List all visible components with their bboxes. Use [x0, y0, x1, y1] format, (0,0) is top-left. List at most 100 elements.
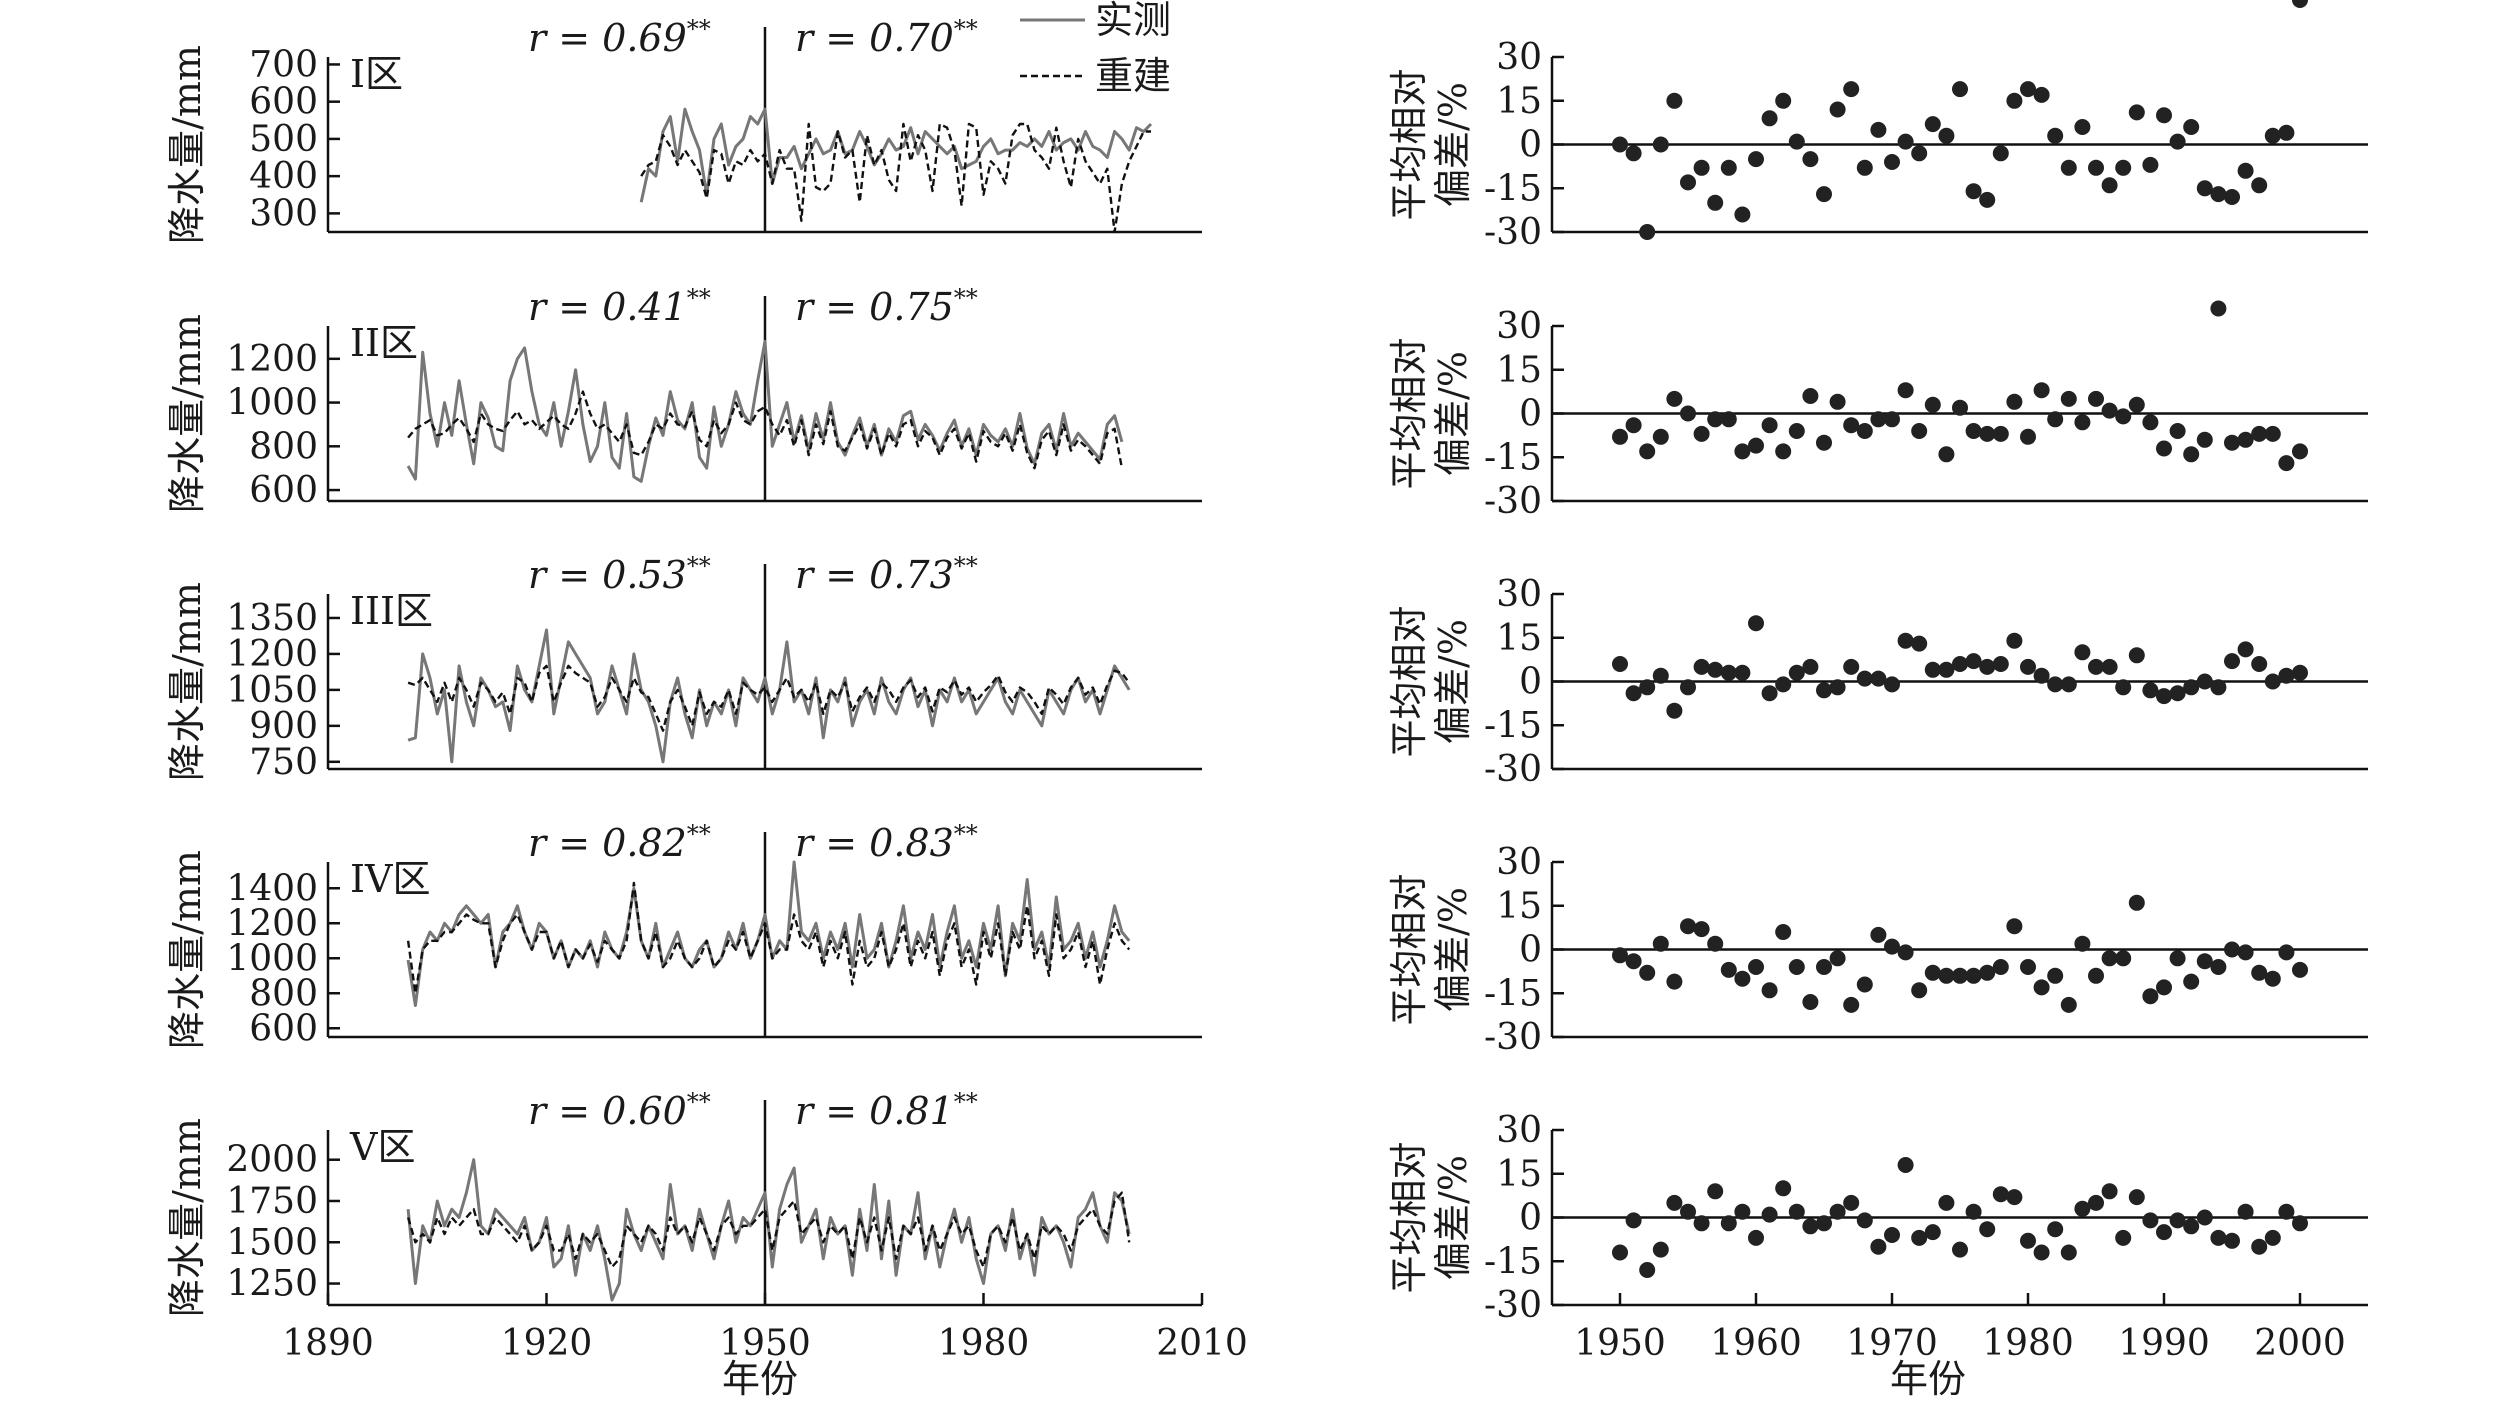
scatter-point — [1680, 405, 1696, 422]
line-panel-1-ytick-label: 500 — [249, 119, 318, 160]
scatter-point — [1924, 964, 1941, 981]
scatter-point — [2210, 300, 2227, 317]
scatter-point — [1802, 151, 1819, 168]
scatter-point — [1924, 1224, 1941, 1241]
scatter-point — [2224, 189, 2240, 205]
scatter-point — [2128, 1189, 2145, 1206]
scatter-panel-1-ylabel-line1: 平均相对 — [1387, 68, 1431, 220]
scatter-panel-5-ytick-label: 0 — [1519, 1198, 1542, 1239]
scatter-point — [2292, 443, 2308, 460]
scatter-point — [2292, 961, 2308, 978]
line-panel-5-xtick-label: 1980 — [938, 1323, 1030, 1364]
region-label: II区 — [350, 321, 418, 365]
scatter-point — [1761, 417, 1778, 434]
line-panel-5-ytick-label: 1750 — [226, 1181, 318, 1222]
scatter-point — [1652, 667, 1669, 684]
scatter-panel-5-xtick-label: 1960 — [1710, 1323, 1802, 1364]
scatter-panel-3-ylabel-line2: 偏差/% — [1431, 619, 1475, 744]
scatter-point — [1625, 145, 1642, 162]
scatter-point — [1707, 194, 1724, 211]
scatter-point — [1992, 656, 2009, 672]
scatter-point — [2142, 988, 2159, 1005]
scatter-point — [1870, 670, 1887, 687]
line-panel-5-xtick-label: 1950 — [719, 1323, 811, 1364]
scatter-point — [2020, 81, 2036, 98]
scatter-point — [1816, 682, 1832, 699]
scatter-point — [1680, 174, 1696, 191]
line-panel-3-ytick-label: 1050 — [226, 670, 318, 711]
scatter-panel-1-ytick-label: -30 — [1484, 212, 1542, 253]
scatter-point — [1979, 658, 1996, 675]
scatter-point — [2074, 119, 2091, 135]
scatter-panel-3-ytick-label: 15 — [1496, 618, 1542, 659]
scatter-point — [1666, 973, 1683, 990]
scatter-point — [2292, 1215, 2308, 1232]
scatter-panel-3-ytick-label: -30 — [1484, 749, 1542, 790]
scatter-point — [2156, 688, 2172, 705]
line-panel-4-ylabel: 降水量/mm — [165, 850, 209, 1049]
line-panel-3-ytick-label: 1200 — [226, 634, 318, 675]
scatter-point — [1952, 81, 1968, 98]
correlation-after-5: r = 0.81** — [795, 1088, 978, 1133]
correlation-before-2: r = 0.41** — [528, 284, 711, 329]
scatter-point — [2074, 644, 2091, 661]
scatter-point — [2169, 950, 2186, 967]
scatter-point — [2251, 656, 2268, 672]
scatter-point — [1884, 676, 1900, 693]
scatter-point — [1788, 133, 1805, 150]
scatter-point — [1639, 964, 1656, 981]
scatter-point — [1802, 1218, 1819, 1235]
scatter-point — [2210, 679, 2227, 696]
scatter-panel-3-ylabel-line1: 平均相对 — [1387, 605, 1431, 757]
scatter-point — [1884, 411, 1900, 428]
region-label: IV区 — [350, 857, 430, 901]
right-x-axis-label: 年份 — [1890, 1357, 1966, 1401]
scatter-panel-5-xtick-label: 1970 — [1846, 1323, 1938, 1364]
scatter-point — [2210, 186, 2227, 203]
correlation-after-3: r = 0.73** — [795, 552, 978, 597]
correlation-before-5: r = 0.60** — [528, 1088, 711, 1133]
scatter-point — [2156, 979, 2172, 996]
scatter-point — [2156, 1224, 2172, 1241]
scatter-point — [2006, 918, 2023, 935]
scatter-point — [1952, 967, 1968, 984]
scatter-point — [1992, 145, 2009, 162]
scatter-point — [1775, 92, 1792, 109]
scatter-point — [1965, 1203, 1982, 1220]
scatter-point — [2101, 658, 2118, 675]
scatter-point — [1612, 136, 1628, 153]
scatter-panel-2-ylabel-line1: 平均相对 — [1387, 337, 1431, 489]
scatter-point — [2237, 944, 2254, 961]
scatter-point — [2251, 425, 2268, 442]
scatter-panel-2-ytick-label: 0 — [1519, 394, 1542, 435]
scatter-point — [2020, 1232, 2036, 1249]
scatter-point — [2251, 964, 2268, 981]
scatter-point — [1639, 1262, 1656, 1278]
scatter-point — [1897, 632, 1914, 649]
scatter-panel-1-ytick-label: 30 — [1496, 37, 1542, 78]
scatter-point — [2033, 979, 2050, 996]
scatter-point — [1816, 1215, 1832, 1232]
scatter-point — [1748, 959, 1764, 975]
scatter-point — [2047, 1221, 2064, 1238]
scatter-point — [1856, 1212, 1873, 1229]
scatter-point — [2292, 664, 2308, 681]
scatter-panel-5-xtick-label: 1990 — [2118, 1323, 2210, 1364]
scatter-point — [2251, 1238, 2268, 1255]
scatter-panel-2-ylabel-line2: 偏差/% — [1431, 351, 1475, 476]
scatter-point — [1639, 443, 1656, 460]
line-panel-4-ytick-label: 1000 — [226, 938, 318, 979]
line-panel-2-ytick-label: 1000 — [226, 383, 318, 424]
scatter-panel-2-ytick-label: -30 — [1484, 481, 1542, 522]
scatter-point — [2115, 159, 2132, 176]
scatter-point — [2183, 119, 2200, 135]
scatter-point — [1897, 133, 1914, 150]
scatter-point — [1734, 1203, 1751, 1220]
scatter-point — [1856, 159, 1873, 176]
scatter-point — [2088, 658, 2104, 675]
scatter-point — [2278, 455, 2295, 472]
scatter-panel-1-ytick-label: -15 — [1484, 168, 1542, 209]
scatter-point — [2060, 159, 2077, 176]
reconstructed-series-line — [406, 881, 1131, 995]
